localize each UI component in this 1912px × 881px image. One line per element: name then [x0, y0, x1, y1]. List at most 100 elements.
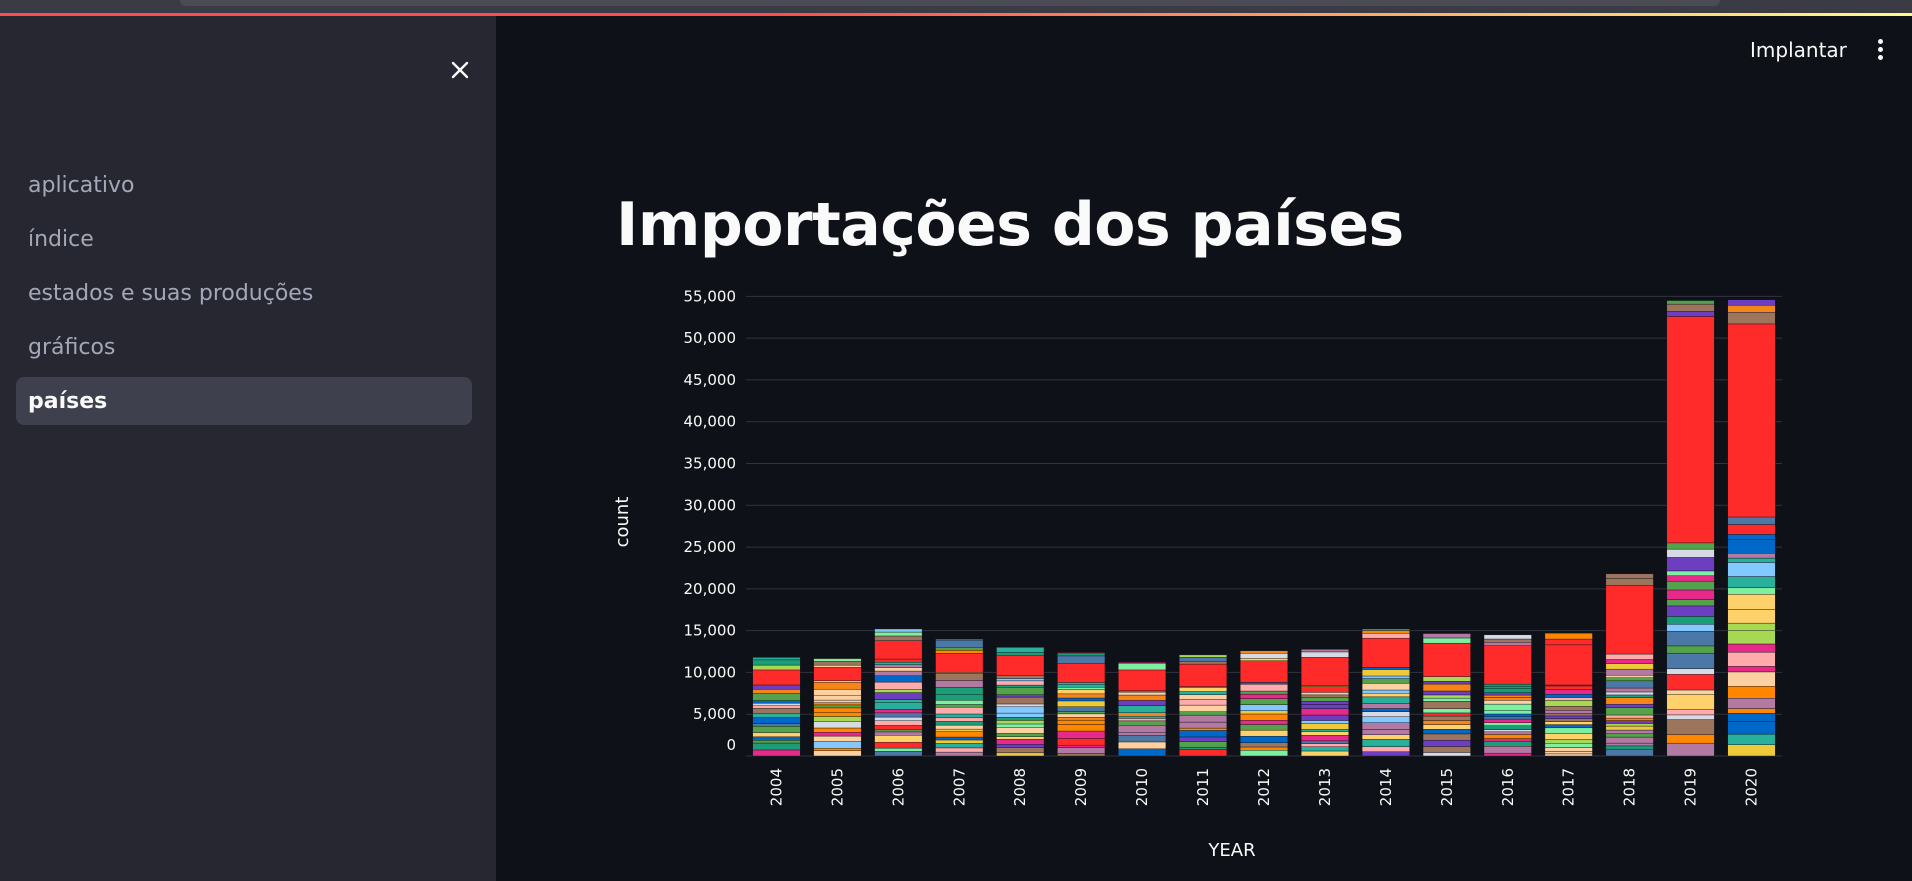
sidebar-item-graficos[interactable]: gráficos — [16, 323, 472, 371]
bar-segment — [1727, 643, 1776, 653]
bar-segment — [1240, 746, 1288, 751]
bar-segment — [1605, 733, 1654, 738]
bar-segment — [752, 725, 801, 733]
bar-segment — [874, 712, 923, 718]
bar-segment — [1483, 752, 1532, 757]
bar-segment — [1300, 735, 1349, 742]
bar-segment — [874, 667, 923, 672]
bar-segment — [1300, 686, 1349, 693]
close-sidebar-button[interactable] — [446, 56, 474, 84]
bar-segment — [1118, 662, 1167, 664]
main-menu-button[interactable] — [1868, 36, 1892, 64]
bar-segment — [996, 706, 1045, 714]
bar-segment — [1727, 651, 1776, 667]
bar-segment — [1361, 628, 1410, 631]
deploy-button[interactable]: Implantar — [1750, 38, 1847, 62]
bar-segment — [1483, 725, 1532, 730]
bar-segment — [1605, 736, 1654, 744]
bar-segment — [1240, 742, 1288, 748]
bar-segment — [1727, 312, 1776, 325]
y-tick-label: 10,000 — [684, 663, 737, 681]
bar-segment — [996, 675, 1045, 679]
sidebar-nav: aplicativo índice estados e suas produçõ… — [16, 161, 472, 431]
sidebar-item-indice[interactable]: índice — [16, 215, 472, 263]
bar-segment — [1240, 690, 1288, 695]
bar-segment — [1179, 657, 1228, 662]
bar-segment — [1544, 632, 1593, 640]
bar-segment — [1605, 573, 1654, 579]
bar-segment — [996, 720, 1045, 725]
bar-segment — [752, 732, 801, 738]
bar-segment — [1666, 599, 1715, 607]
y-tick-label: 30,000 — [684, 496, 737, 514]
bar-segment — [1179, 714, 1228, 723]
bar-segment — [935, 736, 984, 741]
bar-segment — [1361, 703, 1410, 709]
close-icon — [451, 61, 469, 79]
bar-segment — [752, 684, 801, 690]
y-tick-label: 20,000 — [684, 580, 737, 598]
kebab-menu-icon — [1878, 47, 1883, 52]
bar-segment — [874, 670, 923, 676]
bar-segment — [1361, 630, 1410, 634]
bar-segment — [813, 658, 862, 660]
bar-segment — [1057, 724, 1106, 732]
bar-segment — [1727, 622, 1776, 631]
sidebar-item-label: gráficos — [28, 334, 116, 360]
bar-segment — [813, 750, 862, 757]
bar-segment — [874, 699, 923, 703]
bar-segment — [1666, 694, 1715, 710]
bar-segment — [935, 700, 984, 705]
bar-segment — [813, 735, 862, 742]
bar-segment — [1483, 634, 1532, 640]
bar-segment — [1483, 713, 1532, 717]
bar-segment — [1544, 747, 1593, 752]
bar-segment — [1361, 734, 1410, 740]
bar-segment — [752, 700, 801, 704]
sidebar-item-paises[interactable]: países — [16, 377, 472, 425]
bar-segment — [1361, 675, 1410, 679]
bar-segment — [1605, 745, 1654, 750]
sidebar-item-aplicativo[interactable]: aplicativo — [16, 161, 472, 209]
bar-segment — [1422, 712, 1471, 717]
bar-segment — [1727, 666, 1776, 673]
bar-segment — [935, 747, 984, 753]
bar-segment — [1544, 733, 1593, 740]
bar-segment — [1544, 710, 1593, 714]
bar-segment — [1179, 746, 1228, 750]
bar-segment — [1605, 653, 1654, 660]
bar-segment — [1727, 299, 1776, 306]
bar-segment — [1666, 300, 1715, 305]
bar-segment — [752, 657, 801, 661]
sidebar-item-label: aplicativo — [28, 172, 135, 198]
bar-segment — [935, 673, 984, 681]
bar-segment — [1483, 700, 1532, 705]
bar-segment — [813, 707, 862, 713]
bar-segment — [813, 712, 862, 717]
bar-segment — [752, 713, 801, 718]
bar-segment — [996, 696, 1045, 705]
bar-segment — [1605, 668, 1654, 676]
bar-segment — [996, 680, 1045, 686]
bar-segment-dominant — [1118, 669, 1167, 692]
bar-segment — [935, 721, 984, 726]
bar-segment — [752, 740, 801, 744]
bar-segment — [1483, 710, 1532, 715]
bar-segment — [1666, 616, 1715, 625]
bar-segment — [1666, 575, 1715, 582]
y-axis-title: count — [612, 497, 633, 548]
bar-segment — [1361, 632, 1410, 639]
sidebar-item-estados[interactable]: estados e suas produções — [16, 269, 472, 317]
bar-segment — [1422, 690, 1471, 696]
bar-segment — [1727, 708, 1776, 714]
bar-segment — [935, 680, 984, 688]
bar-segment — [1605, 680, 1654, 689]
bar-segment — [813, 680, 862, 683]
x-tick-label: 2017 — [1560, 768, 1578, 806]
bar-segment — [1727, 630, 1776, 645]
bar-segment — [1118, 716, 1167, 719]
bar-segment — [1727, 686, 1776, 699]
bar-segment — [1118, 735, 1167, 743]
bar-segment — [1666, 557, 1715, 572]
bar-segment-dominant — [1361, 637, 1410, 668]
